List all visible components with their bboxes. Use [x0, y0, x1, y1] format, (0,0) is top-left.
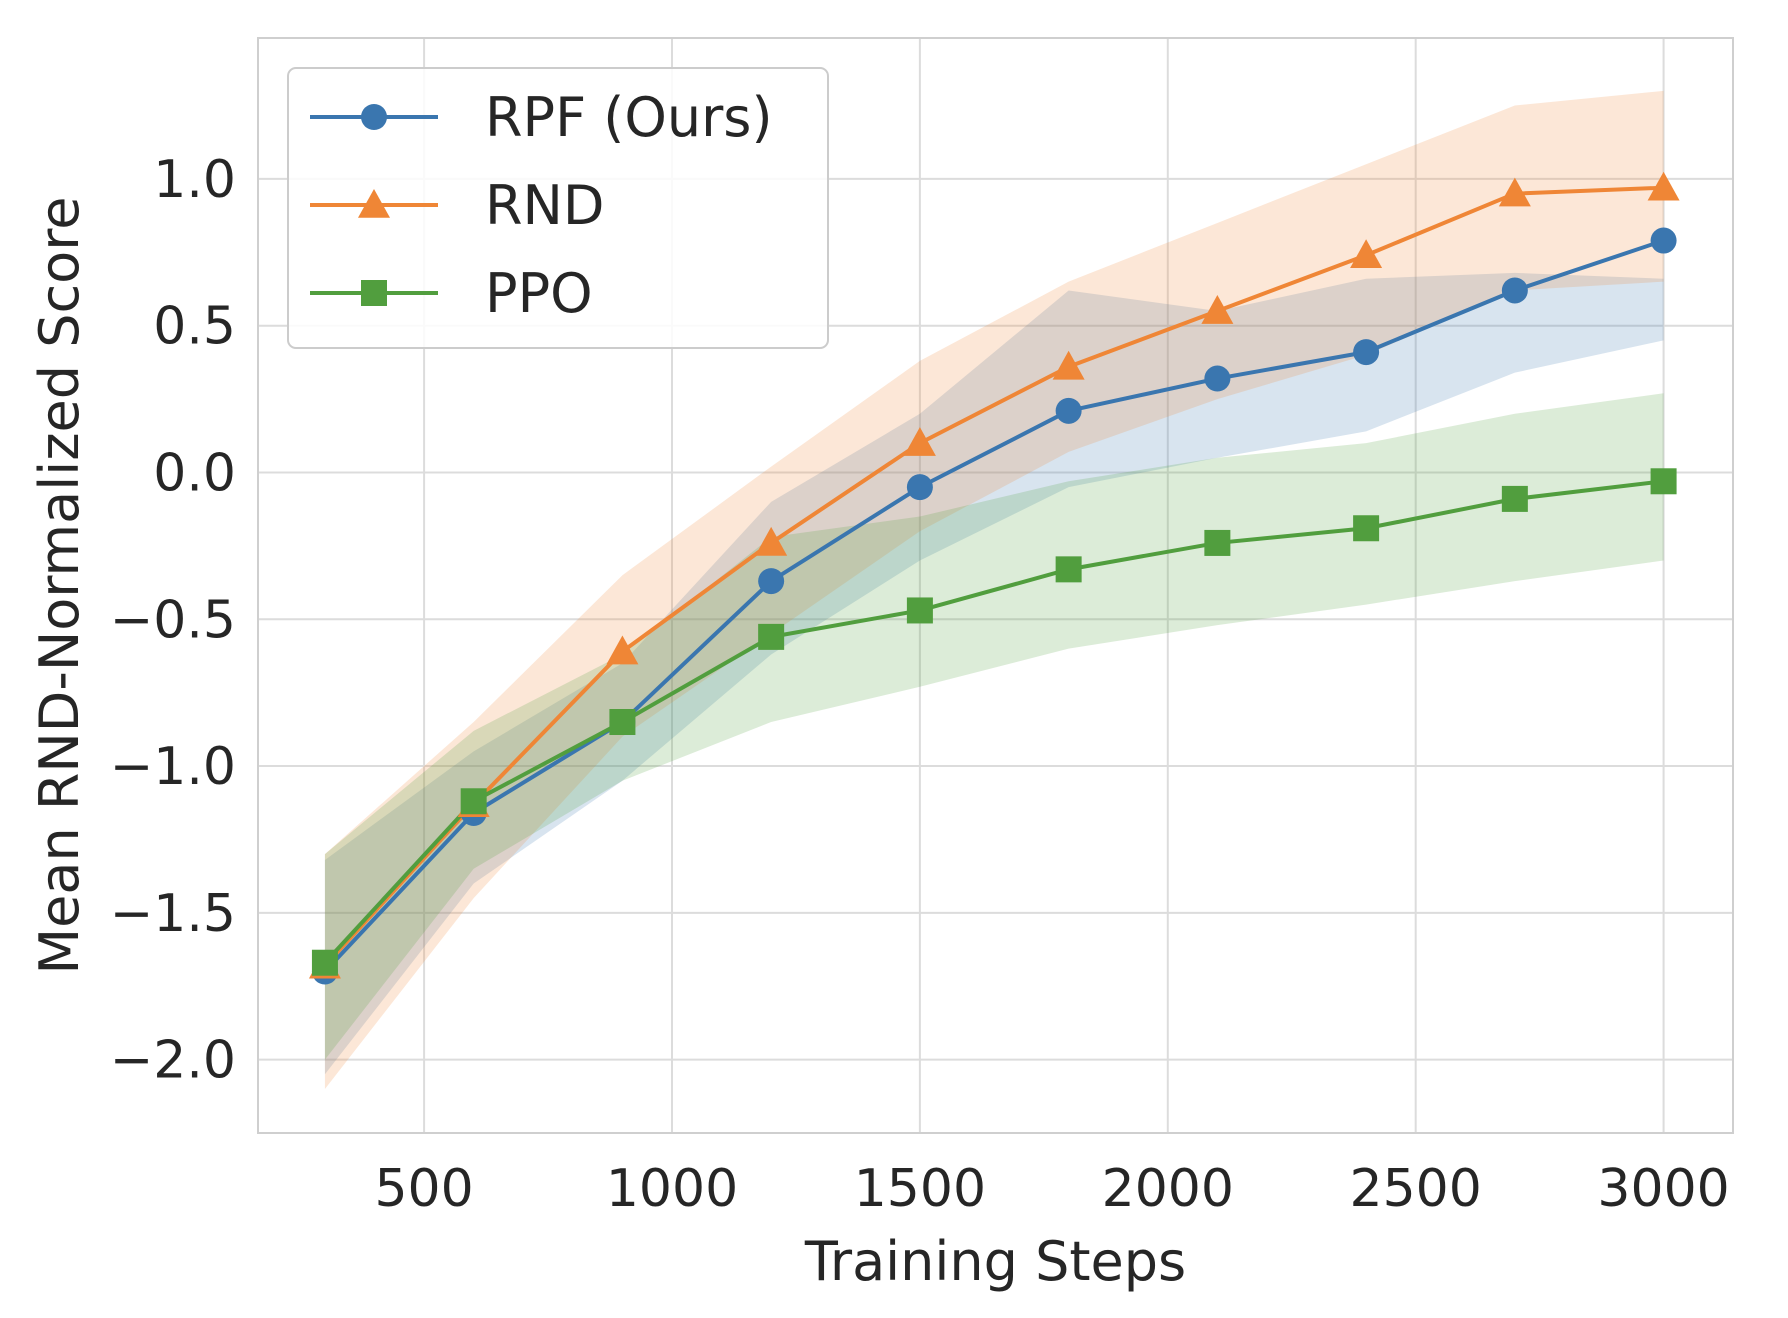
series-lines — [323, 185, 1665, 973]
rnd-point — [1350, 239, 1383, 269]
rpf-ours-point — [1204, 365, 1231, 392]
ppo-point — [1353, 515, 1380, 542]
x-tick-label: 2500 — [1350, 1159, 1482, 1219]
ppo-point — [1055, 556, 1082, 583]
rnd-band — [324, 90, 1664, 1089]
rpf-ours-point — [906, 474, 933, 501]
rpf-ours-point — [1650, 227, 1677, 254]
rpf-ours-point — [1353, 339, 1380, 366]
x-tick-label: 500 — [374, 1159, 473, 1219]
legend-label-rpf-ours: RPF (Ours) — [485, 86, 773, 149]
x-tick-label: 1500 — [854, 1159, 986, 1219]
rpf-ours-band — [324, 272, 1664, 1075]
grid — [258, 38, 1733, 1133]
rnd-point — [1498, 177, 1531, 207]
legend: RPF (Ours) RND PPO — [287, 67, 829, 349]
rpf-ours-point — [1501, 277, 1528, 304]
rnd-point — [1201, 295, 1234, 324]
ppo-band — [324, 393, 1664, 1060]
ppo-point — [758, 623, 785, 650]
y-tick-label: 0.5 — [153, 297, 236, 357]
x-tick-label: 1000 — [606, 1159, 738, 1219]
x-tick-label: 3000 — [1597, 1159, 1729, 1219]
rnd-point — [1052, 350, 1085, 380]
rnd-line — [323, 185, 1664, 968]
ppo-point — [460, 788, 487, 815]
y-tick-label: −1.0 — [110, 737, 236, 797]
rnd-point — [1647, 171, 1680, 201]
rnd-point — [606, 635, 639, 665]
y-tick-label: 1.0 — [153, 150, 236, 210]
confidence-bands — [324, 90, 1664, 1089]
x-tick-label: 2000 — [1102, 1159, 1234, 1219]
x-axis-label: Training Steps — [804, 1230, 1186, 1293]
ppo-point — [906, 597, 933, 624]
y-tick-label: −0.5 — [110, 590, 236, 650]
rpf-ours-line — [323, 238, 1665, 973]
legend-marker-rnd — [358, 189, 390, 218]
y-tick-label: −1.5 — [110, 884, 236, 944]
ppo-point — [1204, 529, 1231, 556]
legend-label-ppo: PPO — [485, 262, 593, 325]
rnd-point — [903, 427, 936, 456]
y-tick-label: 0.0 — [153, 443, 236, 503]
y-tick-labels: −2.0 −1.5 −1.0 −0.5 0.0 0.5 1.0 — [110, 150, 236, 1091]
rpf-ours-point — [758, 568, 785, 595]
ppo-point — [609, 709, 636, 736]
series-markers — [308, 171, 1680, 985]
ppo-point — [1650, 468, 1677, 495]
legend-box — [287, 67, 829, 349]
rnd-point — [755, 526, 788, 556]
legend-label-rnd: RND — [485, 174, 605, 237]
legend-marker-rpf-ours — [361, 104, 387, 130]
plot-border — [257, 37, 1734, 1134]
plot-frame — [257, 37, 1734, 1134]
x-tick-labels: 500 1000 1500 2000 2500 3000 — [374, 1159, 1729, 1219]
y-tick-label: −2.0 — [110, 1031, 236, 1091]
legend-marker-ppo — [361, 280, 387, 306]
y-axis-label: Mean RND-Normalized Score — [28, 197, 91, 975]
ppo-point — [1501, 485, 1528, 512]
ppo-line — [323, 479, 1664, 965]
ppo-point — [311, 949, 338, 976]
rpf-ours-point — [1055, 397, 1082, 424]
